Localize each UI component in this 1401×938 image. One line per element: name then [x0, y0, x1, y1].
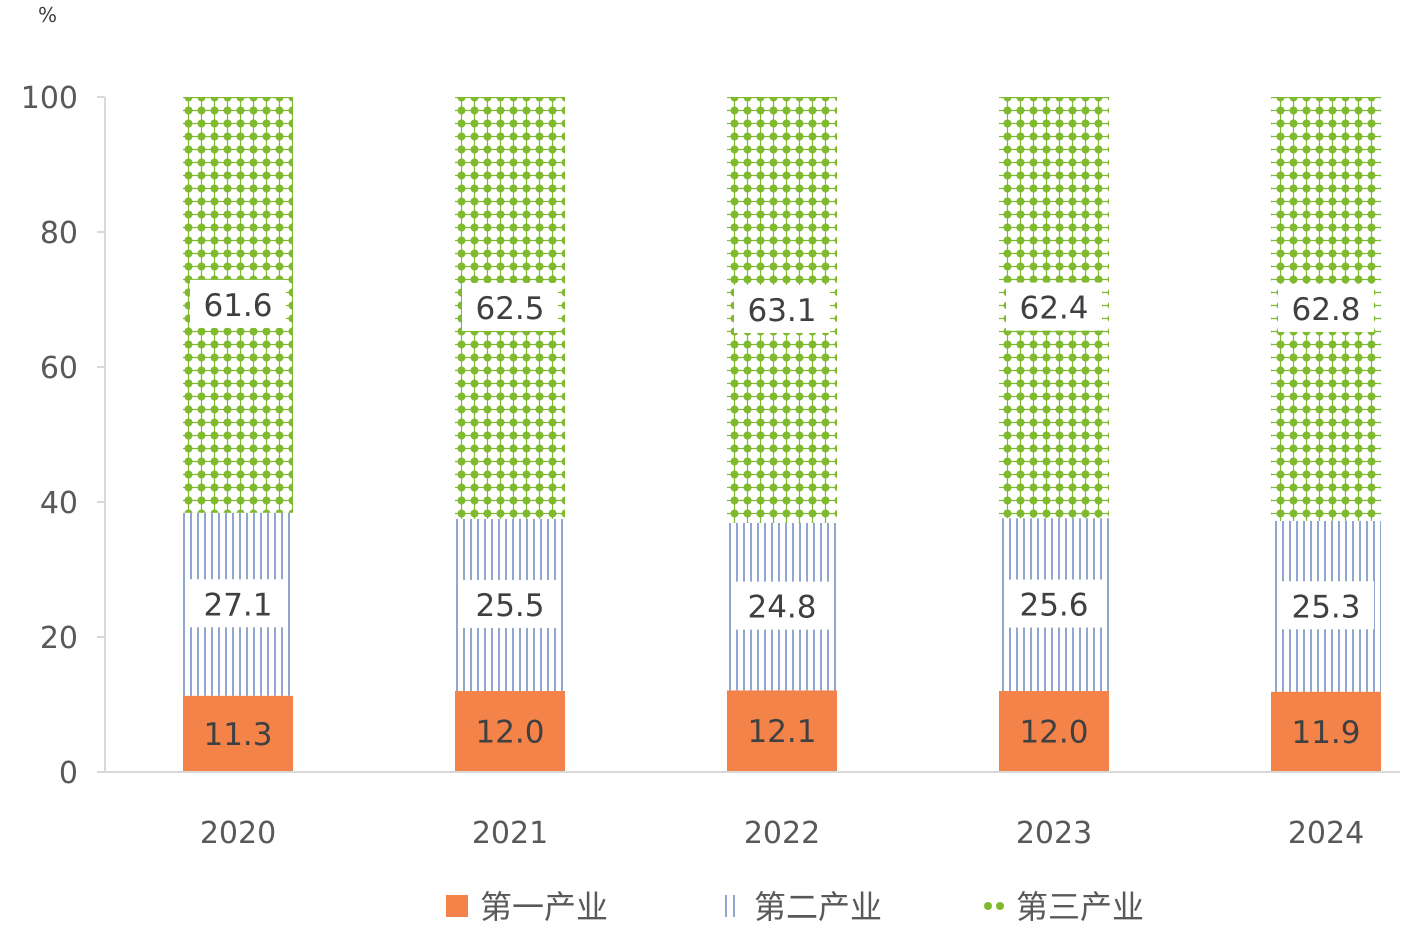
- x-tick-label: 2024: [1288, 816, 1364, 851]
- data-label-background: [1006, 282, 1102, 331]
- bar-segment: [183, 695, 293, 772]
- data-label-background: [734, 581, 830, 630]
- data-label-background: [1278, 283, 1374, 332]
- data-label-background: [1278, 581, 1374, 630]
- data-label-background: [190, 279, 286, 328]
- data-label-background: [462, 282, 558, 331]
- data-label: 63.1: [747, 293, 816, 329]
- y-tick-label: 80: [40, 216, 78, 251]
- x-tick-label: 2021: [472, 816, 548, 851]
- x-tick-label: 2023: [1016, 816, 1092, 851]
- x-tick-label: 2020: [200, 816, 276, 851]
- data-label-background: [190, 579, 286, 628]
- y-axis-unit-label: %: [38, 3, 57, 27]
- data-label: 12.1: [747, 714, 816, 750]
- bar-segment: [1271, 691, 1381, 772]
- data-label: 11.3: [203, 717, 272, 753]
- data-label: 62.5: [475, 291, 544, 327]
- x-tick-label: 2022: [744, 816, 820, 851]
- data-label: 62.8: [1291, 292, 1360, 328]
- y-tick-label: 60: [40, 351, 78, 386]
- y-axis: 0 20 40 60 80 100: [21, 81, 106, 791]
- legend-swatch: [446, 895, 468, 917]
- data-label: 61.6: [203, 288, 272, 324]
- data-label-background: [734, 284, 830, 333]
- legend-label: 第二产业: [754, 888, 882, 926]
- data-label: 12.0: [475, 715, 544, 751]
- data-label: 11.9: [1291, 715, 1360, 751]
- data-label: 25.6: [1019, 588, 1088, 624]
- data-label-background: [462, 579, 558, 628]
- data-label: 27.1: [203, 587, 272, 623]
- y-tick-label: 100: [21, 81, 78, 116]
- data-label: 25.3: [1291, 589, 1360, 625]
- y-tick-label: 40: [40, 486, 78, 521]
- data-label: 25.5: [475, 588, 544, 624]
- legend-swatch: [984, 902, 992, 910]
- bar-segment: [455, 691, 565, 772]
- legend-label: 第三产业: [1016, 888, 1144, 926]
- bar-segment: [999, 691, 1109, 772]
- y-tick-label: 0: [59, 756, 78, 791]
- y-tick-label: 20: [40, 621, 78, 656]
- bars-group: 11.3 27.1 61.6 12.0 25.5 62.5 12.1 24.8 63.1 12.0…: [183, 97, 1381, 772]
- data-label: 62.4: [1019, 291, 1088, 327]
- data-label-background: [1006, 579, 1102, 628]
- data-label: 12.0: [1019, 715, 1088, 751]
- data-label: 24.8: [747, 590, 816, 626]
- bar-segment: [727, 690, 837, 772]
- x-axis: 2020 2021 2022 2023 2024: [105, 771, 1400, 851]
- legend: 第一产业 第二产业 第三产业: [446, 888, 1144, 926]
- legend-label: 第一产业: [480, 888, 608, 926]
- legend-swatch: [996, 902, 1004, 910]
